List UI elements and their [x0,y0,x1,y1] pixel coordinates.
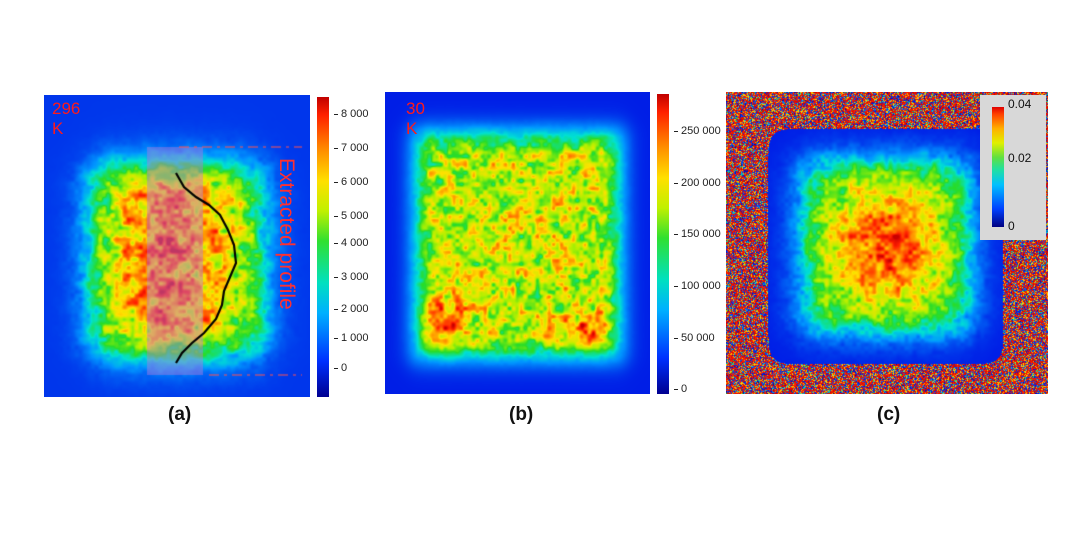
extracted-profile-label: Extracted profile [275,158,298,310]
colorbar-tick: 5 000 [334,210,369,222]
colorbar-tick: 6 000 [334,176,369,188]
colorbar-tick: 8 000 [334,108,369,120]
intensity-map-b [385,92,650,394]
colorbar-tick: 0 [1008,219,1015,233]
colorbar-tick: 100 000 [674,280,721,292]
colorbar-tick: 1 000 [334,332,369,344]
colorbar-tick: 150 000 [674,228,721,240]
colorbar-tick: 50 000 [674,332,715,344]
map-b [385,92,650,394]
colorbar-tick: 2 000 [334,303,369,315]
caption-c: (c) [877,404,901,425]
colorbar-tick: 250 000 [674,125,721,137]
colorbar-a [317,97,329,397]
temperature-label-b: 30 K [406,99,425,138]
map-a [44,95,310,397]
colorbar-tick: 4 000 [334,237,369,249]
colorbar-tick: 0 [333,362,348,374]
colorbar-tick: 200 000 [674,177,721,189]
colorbar-tick: 0.04 [1008,97,1032,111]
colorbar-c-legend: 0.04 0.02 0 [980,95,1046,240]
colorbar-tick: 0 [673,383,688,395]
caption-a: (a) [168,404,192,425]
colorbar-b [657,94,669,394]
intensity-map-a [44,95,310,397]
temperature-label-a: 296 K [52,99,81,138]
colorbar-tick: 3 000 [334,271,369,283]
colorbar-tick: 0.02 [1008,151,1032,165]
colorbar-tick: 7 000 [334,142,369,154]
caption-b: (b) [509,404,534,425]
colorbar-c [992,107,1004,227]
